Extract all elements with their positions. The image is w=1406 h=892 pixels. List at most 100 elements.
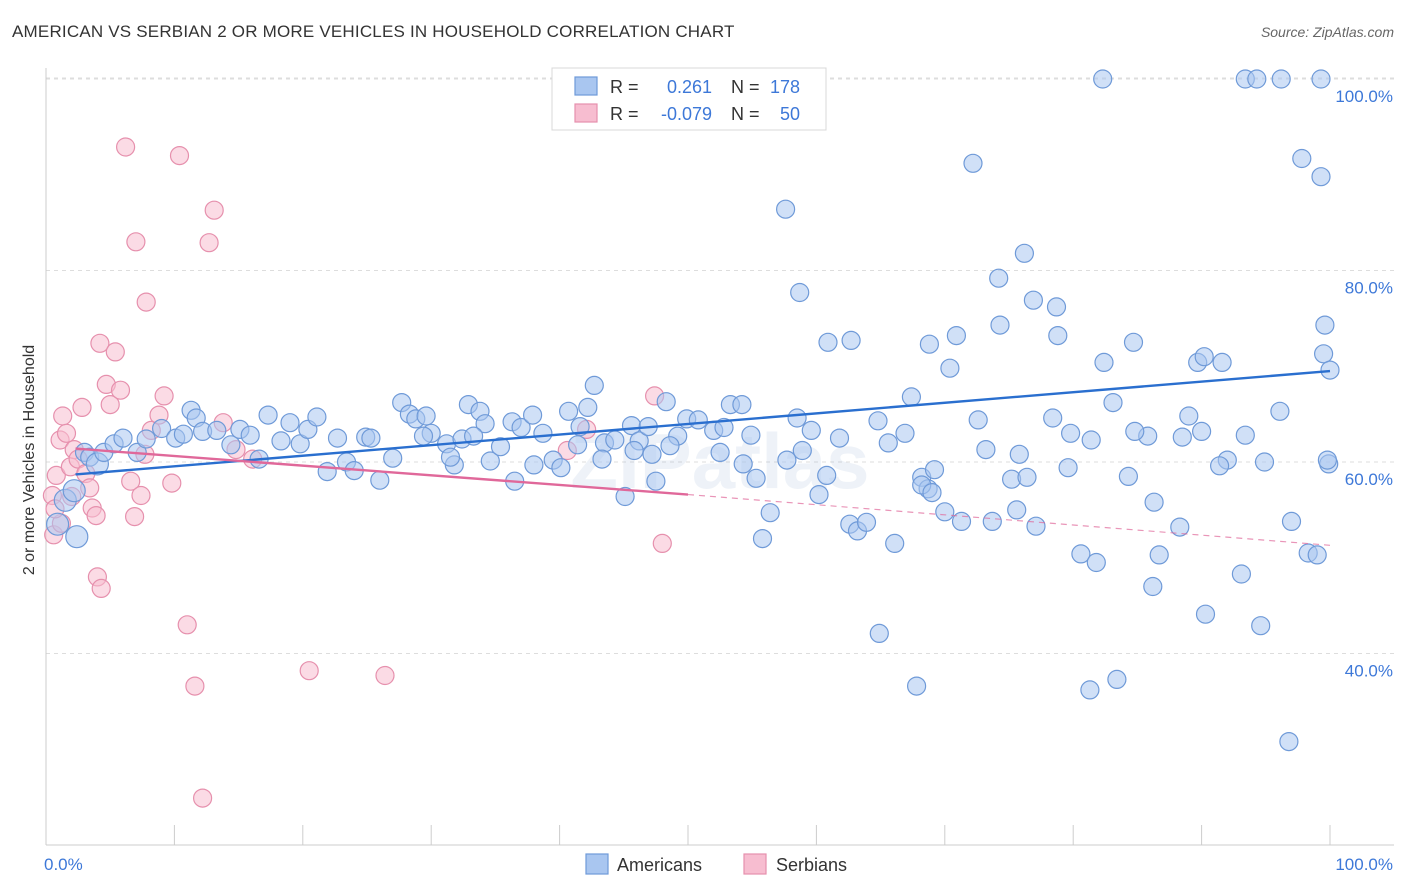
- serbians-point-31: [199, 233, 219, 253]
- americans-point-147: [1094, 352, 1114, 372]
- americans-point-56: [578, 397, 598, 417]
- serbians-point-20: [126, 232, 146, 252]
- americans-point-110: [1086, 552, 1106, 573]
- americans-point-3: [65, 525, 89, 549]
- americans-point-159: [1311, 167, 1331, 187]
- americans-point-124: [1254, 452, 1275, 472]
- americans-point-174: [792, 440, 812, 461]
- americans-point-164: [1317, 450, 1338, 470]
- trend-lines: [75, 369, 1331, 546]
- americans-point-120: [1194, 347, 1214, 367]
- americans-point-184: [413, 426, 434, 446]
- americans-point-102: [1017, 467, 1037, 487]
- americans-point-168: [1271, 69, 1291, 89]
- y-tick-label-2: 80.0%: [1345, 279, 1393, 298]
- americans-point-80: [829, 428, 850, 448]
- serbians-point-32: [204, 200, 224, 220]
- legend-swatch-serbians: [574, 103, 598, 123]
- americans-point-128: [1307, 545, 1327, 565]
- americans-point-115: [1144, 492, 1164, 512]
- bottom-legend-swatch-serbians: [743, 853, 767, 875]
- americans-point-149: [1125, 421, 1145, 441]
- americans-point-155: [1231, 564, 1252, 584]
- americans-point-72: [741, 425, 761, 445]
- americans-point-68: [688, 410, 708, 430]
- serbians-point-18: [115, 137, 136, 157]
- americans-point-75: [777, 450, 797, 470]
- americans-point-171: [624, 440, 644, 461]
- americans-point-172: [524, 455, 544, 475]
- americans-point-54: [558, 401, 579, 421]
- serbians-point-48: [125, 506, 145, 527]
- americans-point-18: [207, 420, 227, 440]
- americans-point-132: [790, 282, 810, 303]
- americans-point-60: [615, 486, 635, 507]
- legend-americans-r-label: R =: [610, 77, 639, 97]
- americans-point-71: [733, 454, 753, 474]
- americans-point-9: [113, 428, 133, 448]
- y-tick-labels: 40.0% 60.0% 80.0% 100.0%: [1335, 87, 1393, 681]
- serbians-point-1: [46, 465, 66, 485]
- serbians-trend-line-extrapolated: [687, 493, 1331, 546]
- americans-points: [45, 69, 1340, 752]
- legend-serbians-r-label: R =: [610, 104, 639, 124]
- americans-point-151: [1172, 427, 1192, 447]
- americans-point-181: [660, 436, 680, 456]
- americans-point-86: [885, 533, 905, 554]
- americans-point-77: [801, 420, 821, 440]
- americans-point-64: [646, 471, 666, 491]
- americans-point-179: [475, 414, 495, 434]
- serbians-point-4: [56, 423, 77, 443]
- americans-point-123: [1235, 425, 1255, 445]
- americans-point-161: [1313, 344, 1334, 364]
- americans-point-126: [1281, 511, 1302, 532]
- serbians-point-29: [185, 676, 205, 696]
- americans-point-53: [551, 458, 571, 478]
- americans-point-73: [746, 468, 766, 488]
- americans-point-180: [592, 449, 612, 469]
- y-tick-label-1: 60.0%: [1345, 470, 1393, 489]
- americans-point-116: [1149, 545, 1169, 565]
- serbians-point-8: [72, 397, 92, 417]
- americans-point-134: [841, 330, 861, 350]
- americans-point-169: [1311, 69, 1331, 89]
- axes: [45, 68, 1394, 846]
- americans-point-98: [982, 511, 1002, 532]
- americans-point-23: [258, 405, 278, 425]
- americans-point-108: [1071, 544, 1091, 564]
- serbians-trend-line: [75, 447, 689, 496]
- americans-point-59: [605, 430, 625, 450]
- americans-point-148: [1107, 669, 1127, 690]
- americans-point-93: [940, 358, 960, 378]
- americans-point-83: [856, 512, 877, 532]
- legend-serbians-n-value: 50: [780, 104, 800, 124]
- americans-point-182: [714, 417, 734, 438]
- chart-title: AMERICAN VS SERBIAN 2 OR MORE VEHICLES I…: [12, 22, 735, 41]
- americans-point-131: [775, 199, 796, 219]
- serbians-point-19: [121, 471, 141, 491]
- americans-point-146: [1080, 680, 1100, 700]
- americans-point-167: [1247, 69, 1267, 89]
- serbians-point-13: [90, 333, 110, 353]
- americans-point-135: [869, 623, 889, 644]
- americans-point-101: [1009, 444, 1029, 464]
- americans-point-129: [710, 442, 730, 462]
- serbians-point-22: [136, 292, 156, 312]
- americans-point-79: [817, 465, 837, 485]
- serbians-point-21: [131, 485, 151, 506]
- americans-point-145: [1060, 423, 1081, 443]
- americans-point-55: [567, 435, 588, 455]
- americans-point-143: [1014, 243, 1035, 263]
- americans-point-87: [895, 423, 915, 443]
- y-tick-label-3: 100.0%: [1335, 87, 1393, 106]
- americans-point-178: [361, 428, 381, 448]
- americans-point-28: [307, 407, 327, 427]
- americans-point-25: [280, 413, 300, 433]
- americans-point-65: [656, 392, 676, 412]
- legend-americans-n-label: N =: [731, 77, 760, 97]
- americans-point-107: [1058, 458, 1078, 478]
- legend-americans-n-value: 178: [770, 77, 800, 97]
- serbians-point-17: [110, 380, 131, 400]
- top-legend: R = 0.261 N = 178 R = -0.079 N = 50: [551, 67, 827, 131]
- americans-point-142: [1007, 500, 1027, 520]
